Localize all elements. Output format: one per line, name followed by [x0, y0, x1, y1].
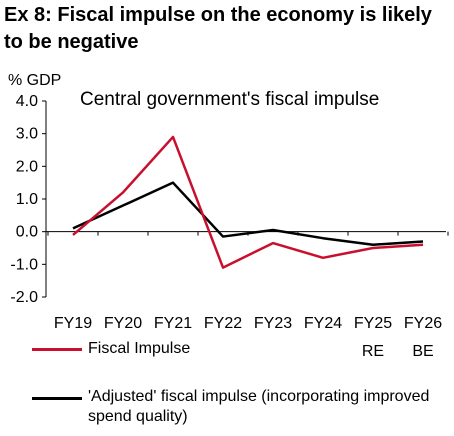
x-tick-label: FY21 — [154, 315, 192, 332]
y-tick-label: -1.0 — [10, 256, 38, 273]
y-tick-label: 1.0 — [16, 191, 38, 208]
x-tick-label: FY22 — [204, 315, 242, 332]
x-tick-sublabel: RE — [362, 343, 384, 360]
series-line-fiscal-impulse — [72, 135, 424, 269]
legend-label-adjusted-impulse: 'Adjusted' fiscal impulse (incorporating… — [88, 388, 430, 425]
series-line-adjusted-impulse — [72, 181, 424, 246]
legend-swatch-fiscal-impulse — [32, 348, 82, 351]
y-tick-label: 4.0 — [16, 93, 38, 110]
legend-label-fiscal-impulse: Fiscal Impulse — [88, 340, 191, 357]
lines-layer — [72, 135, 424, 269]
x-tick-label: FY19 — [54, 315, 92, 332]
exhibit-title: Ex 8: Fiscal impulse on the economy is l… — [4, 4, 432, 53]
x-tick-label: FY24 — [304, 315, 342, 332]
x-tick-sublabel: BE — [412, 343, 433, 360]
x-tick-label: FY25 — [354, 315, 392, 332]
legend-swatch-adjusted-impulse — [32, 397, 82, 400]
y-tick-label: 2.0 — [16, 158, 38, 175]
x-tick-label: FY26 — [404, 315, 442, 332]
labels-layer: 4.0 3.0 2.0 1.0 0.0 -1.0 -2.0 FY19 FY20 FY21 FY22 F… — [8, 72, 442, 360]
y-tick-label: -2.0 — [10, 289, 38, 306]
y-tick-label: 0.0 — [16, 224, 38, 241]
x-tick-label: FY20 — [104, 315, 142, 332]
x-tick-label: FY23 — [254, 315, 292, 332]
chart-title: Central government's fiscal impulse — [80, 89, 379, 110]
y-tick-label: 3.0 — [16, 126, 38, 143]
y-axis-label: % GDP — [8, 72, 61, 89]
axes-layer — [42, 100, 449, 298]
